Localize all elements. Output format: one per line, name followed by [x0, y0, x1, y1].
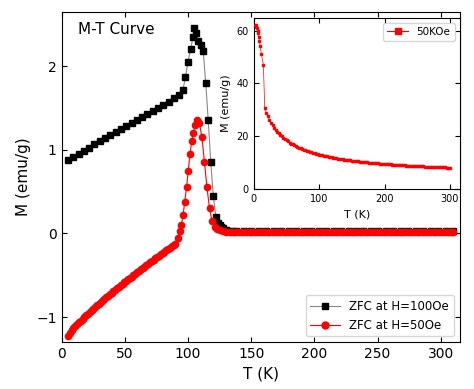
- 50KOe: [371, 161, 376, 165]
- 50KOe: [255, 31, 261, 36]
- ZFC at H=50Oe: [147, 260, 153, 265]
- 50KOe: [252, 23, 258, 28]
- ZFC at H=100Oe: [150, 109, 155, 113]
- ZFC at H=50Oe: [329, 230, 335, 234]
- ZFC at H=50Oe: [194, 118, 200, 123]
- 50KOe: [447, 165, 453, 170]
- ZFC at H=100Oe: [191, 26, 197, 31]
- ZFC at H=100Oe: [226, 229, 231, 233]
- X-axis label: T (K): T (K): [243, 367, 279, 382]
- 50KOe: [402, 163, 408, 168]
- Line: ZFC at H=50Oe: ZFC at H=50Oe: [65, 117, 456, 339]
- ZFC at H=50Oe: [65, 333, 71, 338]
- ZFC at H=100Oe: [223, 228, 229, 233]
- ZFC at H=100Oe: [185, 60, 191, 64]
- Text: M-T Curve: M-T Curve: [78, 22, 154, 37]
- Line: 50KOe: 50KOe: [254, 24, 451, 169]
- ZFC at H=100Oe: [229, 229, 235, 234]
- Line: ZFC at H=100Oe: ZFC at H=100Oe: [65, 25, 456, 235]
- ZFC at H=100Oe: [451, 229, 456, 234]
- 50KOe: [360, 159, 365, 164]
- ZFC at H=50Oe: [355, 230, 360, 234]
- X-axis label: T (K): T (K): [344, 209, 370, 219]
- ZFC at H=50Oe: [388, 230, 394, 234]
- 50KOe: [281, 135, 286, 140]
- 50KOe: [394, 163, 400, 167]
- Y-axis label: M (emu/g): M (emu/g): [221, 74, 231, 132]
- ZFC at H=100Oe: [145, 112, 150, 116]
- ZFC at H=50Oe: [419, 230, 425, 234]
- ZFC at H=100Oe: [413, 229, 419, 234]
- Legend: ZFC at H=100Oe, ZFC at H=50Oe: ZFC at H=100Oe, ZFC at H=50Oe: [306, 295, 454, 336]
- Y-axis label: M (emu/g): M (emu/g): [16, 138, 31, 216]
- Legend: 50KOe: 50KOe: [383, 23, 455, 41]
- ZFC at H=50Oe: [448, 230, 454, 234]
- ZFC at H=100Oe: [65, 158, 71, 162]
- ZFC at H=50Oe: [451, 230, 456, 234]
